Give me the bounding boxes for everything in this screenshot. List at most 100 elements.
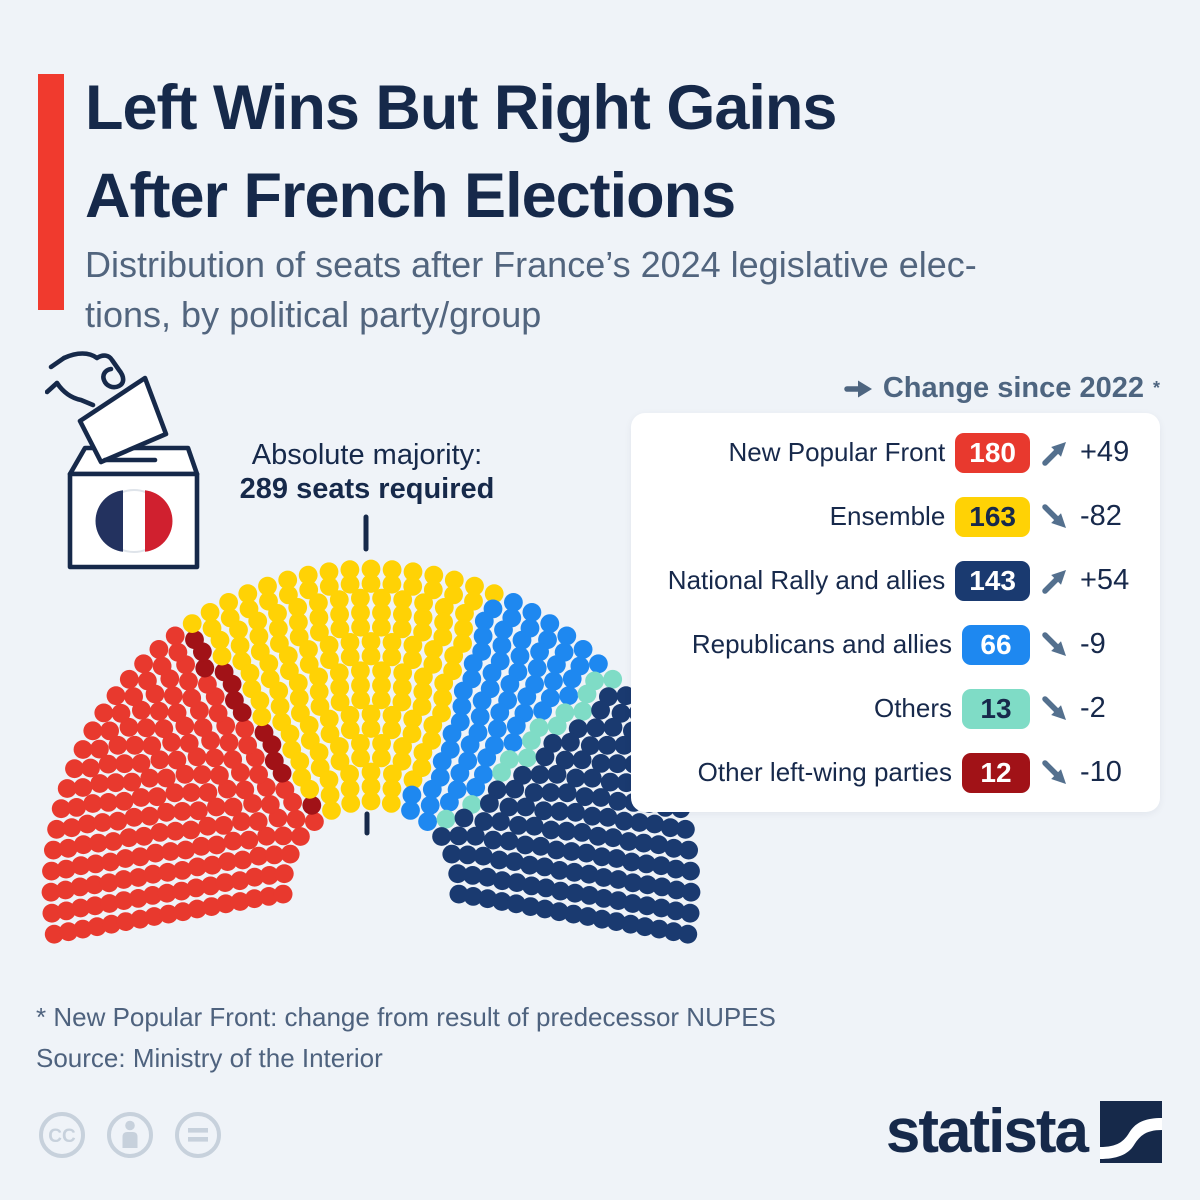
seat-dot	[614, 811, 634, 831]
seat-dot	[165, 626, 185, 646]
seat-dot	[330, 619, 350, 639]
cc-no-derivatives-icon[interactable]	[175, 1112, 221, 1158]
seat-dot	[125, 735, 145, 755]
seat-dot	[382, 560, 402, 580]
seat-dot	[299, 715, 319, 735]
seat-dot	[150, 823, 170, 842]
seat-dot	[464, 591, 483, 611]
seat-dot	[535, 747, 555, 767]
seat-dot	[474, 812, 494, 831]
seat-dot	[147, 787, 167, 807]
seat-dot	[566, 802, 585, 822]
seat-dot	[458, 845, 478, 865]
seat-dot	[146, 843, 165, 863]
seat-dot	[361, 791, 381, 811]
seat-dot	[470, 707, 490, 727]
seat-count-badge: 12	[962, 752, 1030, 793]
seat-dot	[106, 773, 126, 793]
seat-dot	[531, 836, 551, 856]
seat-dot	[215, 873, 235, 892]
seat-dot	[490, 651, 510, 671]
seat-dot	[240, 663, 260, 683]
seat-dot	[603, 717, 623, 737]
seat-dot	[340, 560, 360, 580]
seat-dot	[319, 562, 339, 582]
seat-dot	[572, 750, 592, 770]
seat-dot	[134, 654, 154, 674]
seat-dot	[382, 633, 402, 652]
seat-dot	[309, 608, 329, 627]
seat-dot	[289, 688, 309, 708]
seat-dot	[351, 661, 370, 681]
seat-dot	[361, 704, 381, 724]
seat-dot	[393, 663, 413, 683]
seat-dot	[166, 821, 185, 841]
seat-dot	[83, 794, 103, 813]
seat-dot	[298, 565, 318, 585]
legend-label: Ensemble	[829, 501, 946, 531]
seat-dot	[361, 632, 381, 651]
seat-count-badge: 66	[962, 624, 1030, 665]
seat-dot	[586, 718, 606, 738]
seat-dot	[383, 764, 402, 784]
seat-dot	[637, 854, 656, 874]
seat-dot	[535, 857, 554, 877]
seat-dot	[524, 783, 544, 802]
seat-dot	[83, 721, 103, 741]
seat-dot	[341, 794, 361, 813]
legend-label: New Popular Front	[728, 437, 946, 467]
seat-dot	[56, 880, 75, 900]
seat-dot	[320, 785, 340, 805]
seat-dot	[351, 734, 370, 753]
seat-dot	[634, 833, 654, 853]
seat-dot	[71, 898, 90, 918]
seat-dot	[418, 812, 437, 831]
seat-dot	[509, 816, 528, 835]
seat-dot	[88, 833, 108, 853]
seat-dot	[592, 909, 612, 929]
seat-dot	[403, 635, 423, 655]
seat-dot	[393, 604, 412, 624]
seat-dot	[550, 861, 569, 880]
seat-dot	[173, 902, 193, 922]
seat-dot	[413, 622, 432, 642]
seat-dot	[527, 658, 547, 678]
seat-dot	[505, 779, 525, 799]
seat-dot	[319, 770, 339, 790]
seat-dot	[492, 892, 512, 911]
seat-dot	[505, 852, 524, 871]
seat-dot	[623, 894, 642, 913]
seat-dot	[392, 751, 412, 771]
seat-dot	[78, 814, 97, 834]
seat-dot	[393, 590, 413, 610]
cc-icon[interactable]: CC	[39, 1112, 85, 1158]
hand-icon	[48, 355, 67, 370]
seat-dot	[248, 812, 268, 831]
parliament-dots	[41, 559, 701, 944]
seat-dot	[309, 593, 328, 613]
seat-dot	[578, 907, 598, 926]
legend-header-text: Change since 2022	[882, 372, 1144, 404]
seat-dot	[444, 585, 463, 605]
seat-dot	[309, 682, 329, 702]
seat-dot	[185, 630, 204, 650]
seat-dot	[516, 797, 535, 817]
seat-dot	[638, 875, 657, 895]
seat-dot	[513, 765, 532, 785]
cc-attribution-icon[interactable]	[107, 1112, 153, 1158]
seat-dot	[434, 612, 453, 632]
seat-dot	[99, 793, 118, 812]
seat-dot	[534, 801, 553, 821]
seat-dot	[232, 812, 251, 831]
seat-dot	[128, 868, 148, 887]
seat-dot	[67, 798, 86, 817]
trend-up-icon	[1040, 566, 1070, 596]
seat-dot	[152, 656, 172, 676]
seat-dot	[278, 646, 298, 666]
majority-annotation-line-2: 289 seats required	[239, 473, 495, 505]
seat-dot	[608, 754, 627, 774]
seat-dot	[401, 801, 420, 820]
statista-logo[interactable]: statista	[886, 1100, 1162, 1164]
seat-dot	[186, 878, 206, 898]
change-value: +49	[1080, 436, 1130, 468]
